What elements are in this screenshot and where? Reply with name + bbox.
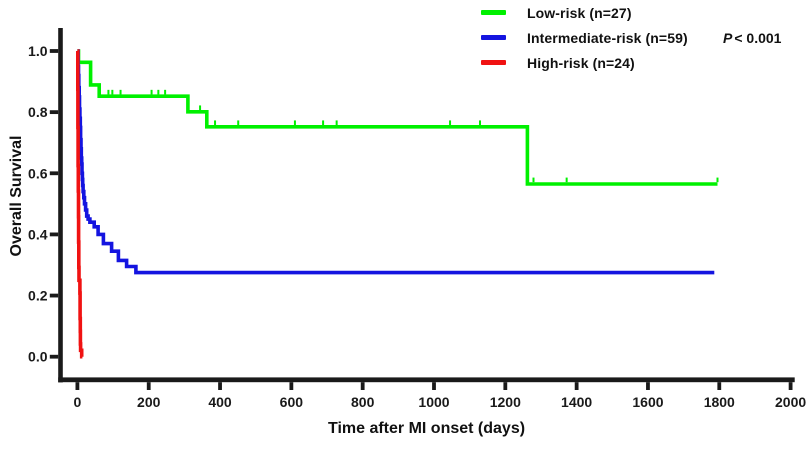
legend-line-swatch-low-risk	[481, 10, 506, 15]
y-tick	[49, 354, 59, 359]
survival-curve-low-risk-n-27	[76, 49, 718, 186]
x-tick-label: 1400	[561, 394, 592, 410]
x-tick-label: 200	[137, 394, 161, 410]
y-tick-label: 0.0	[28, 349, 48, 365]
legend-line-swatch-intermediate-risk	[481, 35, 506, 40]
legend-item-low-risk: Low-risk (n=27)	[481, 4, 688, 21]
censor-tick-low-risk-n-27	[107, 89, 110, 95]
censor-tick-low-risk-n-27	[716, 177, 719, 183]
x-tick-label: 600	[280, 394, 304, 410]
p-value-annotation: P < 0.001	[723, 29, 781, 46]
censor-tick-low-risk-n-27	[335, 120, 338, 126]
censor-tick-low-risk-n-27	[199, 105, 202, 111]
x-tick	[646, 382, 650, 390]
x-tick	[360, 382, 365, 390]
survival-curve-intermediate-risk-n-59	[76, 49, 715, 275]
legend-label-high-risk: High-risk (n=24)	[527, 54, 635, 71]
x-tick	[75, 382, 80, 390]
x-tick-label: 1000	[418, 394, 449, 410]
x-tick-label: 1200	[490, 394, 521, 410]
y-axis-title: Overall Survival	[8, 135, 25, 257]
x-tick	[717, 382, 722, 390]
x-tick	[432, 382, 436, 390]
x-tick-label: 1600	[632, 394, 663, 410]
censor-tick-low-risk-n-27	[237, 120, 240, 126]
legend-line-swatch-high-risk	[481, 60, 506, 65]
x-tick-label: 2000	[775, 394, 806, 410]
x-tick-label: 0	[74, 394, 82, 410]
x-tick	[574, 382, 579, 390]
y-tick-label: 0.6	[28, 165, 48, 181]
censor-tick-low-risk-n-27	[293, 120, 296, 126]
y-tick-label: 0.4	[28, 226, 48, 242]
x-tick-label: 1800	[704, 394, 735, 410]
x-tick	[289, 382, 294, 390]
legend-label-low-risk: Low-risk (n=27)	[527, 4, 632, 21]
censor-tick-low-risk-n-27	[119, 89, 122, 95]
legend: Low-risk (n=27) Intermediate-risk (n=59)…	[481, 4, 688, 79]
x-tick	[146, 382, 151, 390]
censor-tick-low-risk-n-27	[164, 89, 167, 95]
y-tick-label: 0.8	[28, 104, 48, 120]
x-tick	[218, 382, 222, 390]
x-axis-line	[58, 377, 795, 383]
y-axis-line	[58, 28, 63, 383]
x-tick	[503, 382, 508, 390]
y-tick	[49, 49, 59, 53]
legend-label-intermediate-risk: Intermediate-risk (n=59)	[527, 29, 688, 46]
censor-tick-low-risk-n-27	[479, 120, 482, 126]
censor-tick-low-risk-n-27	[150, 89, 153, 95]
y-tick	[49, 171, 59, 176]
x-tick-label: 800	[351, 394, 375, 410]
censor-tick-low-risk-n-27	[532, 177, 535, 183]
censor-tick-low-risk-n-27	[322, 120, 325, 126]
x-tick-label: 400	[208, 394, 232, 410]
y-tick	[49, 232, 59, 237]
censor-tick-low-risk-n-27	[214, 120, 217, 126]
p-value-text: < 0.001	[734, 29, 782, 46]
y-tick	[49, 110, 59, 115]
y-tick-label: 0.2	[28, 288, 48, 304]
x-axis-title: Time after MI onset (days)	[327, 420, 526, 437]
legend-item-intermediate-risk: Intermediate-risk (n=59)	[481, 29, 688, 46]
censor-tick-low-risk-n-27	[449, 120, 452, 126]
censor-tick-low-risk-n-27	[565, 177, 568, 183]
censor-tick-low-risk-n-27	[157, 89, 160, 95]
y-tick	[49, 293, 59, 298]
y-tick-label: 1.0	[28, 43, 48, 59]
legend-item-high-risk: High-risk (n=24)	[481, 54, 688, 71]
censor-tick-low-risk-n-27	[111, 89, 114, 95]
x-tick	[788, 382, 793, 390]
p-value-symbol: P	[723, 29, 733, 46]
survival-curve-high-risk-n-24	[76, 49, 84, 359]
